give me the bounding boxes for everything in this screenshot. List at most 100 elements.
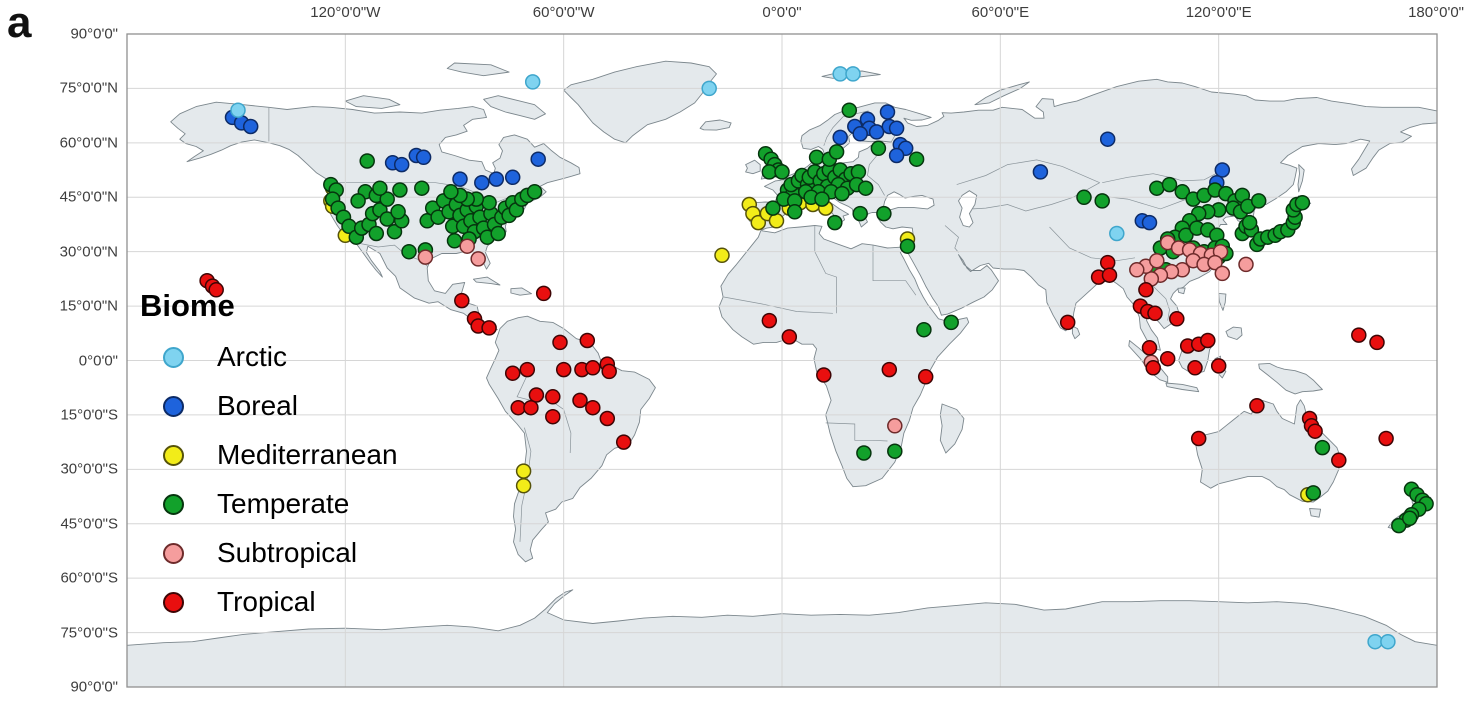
data-point-tropical	[1307, 423, 1323, 439]
data-point-temperate	[372, 180, 388, 196]
data-point-arctic	[1109, 225, 1125, 242]
data-point-mediterranean	[714, 247, 730, 264]
data-point-temperate	[814, 191, 830, 207]
data-point-temperate	[1094, 193, 1110, 209]
border-line	[972, 182, 1100, 212]
data-point-tropical	[761, 312, 778, 329]
legend-label: Boreal	[217, 390, 298, 421]
data-point-temperate	[774, 164, 790, 180]
data-point-temperate	[481, 194, 497, 211]
data-point-tropical	[1169, 311, 1185, 327]
data-point-temperate	[856, 445, 872, 461]
latitude-tick-label: 45°0'0"S	[60, 515, 118, 533]
border-line	[723, 296, 833, 314]
landmass	[510, 287, 533, 296]
landmass	[1177, 287, 1186, 295]
data-point-temperate	[876, 205, 892, 222]
data-point-temperate	[827, 214, 843, 231]
data-point-subtropical	[887, 418, 903, 434]
data-point-arctic	[1380, 633, 1396, 650]
data-point-temperate	[834, 185, 850, 202]
data-point-temperate	[1294, 194, 1311, 211]
data-point-temperate	[368, 225, 385, 242]
landmass	[699, 119, 732, 131]
data-point-mediterranean	[768, 213, 785, 229]
data-point-temperate	[386, 223, 403, 240]
data-point-subtropical	[1129, 262, 1145, 278]
landmass	[344, 95, 401, 109]
legend-item-tropical: Tropical	[140, 586, 398, 618]
data-point-temperate	[1149, 180, 1165, 196]
data-point-temperate	[1161, 176, 1178, 193]
data-point-tropical	[481, 320, 497, 336]
landmass	[1258, 362, 1323, 395]
latitude-tick-label: 90°0'0"	[70, 25, 118, 43]
legend-label: Tropical	[217, 586, 316, 617]
border-line	[944, 225, 959, 253]
inland-sea	[957, 190, 978, 228]
landmass	[745, 159, 761, 175]
data-point-tropical	[1249, 398, 1265, 414]
legend-swatch-tropical-icon	[163, 591, 184, 613]
longitude-tick-label: 120°0'0"W	[310, 4, 381, 21]
data-point-tropical	[881, 361, 898, 378]
landmass	[1218, 292, 1227, 311]
data-point-boreal	[452, 171, 468, 187]
data-point-tropical	[208, 282, 224, 298]
data-point-temperate	[1314, 439, 1331, 456]
latitude-tick-label: 15°0'0"N	[59, 297, 118, 315]
data-point-tropical	[917, 369, 934, 385]
data-point-temperate	[392, 182, 408, 198]
data-point-temperate	[870, 140, 887, 157]
data-point-arctic	[832, 66, 848, 82]
data-point-tropical	[545, 408, 561, 425]
latitude-tick-label: 75°0'0"N	[59, 79, 118, 97]
border-line	[1102, 172, 1219, 184]
data-point-tropical	[572, 392, 588, 409]
landmass	[446, 62, 510, 77]
data-point-tropical	[585, 360, 601, 376]
data-point-tropical	[1099, 254, 1116, 271]
data-point-tropical	[1351, 327, 1367, 343]
data-point-temperate	[850, 164, 867, 180]
data-point-subtropical	[417, 249, 434, 265]
data-point-subtropical	[470, 251, 486, 267]
data-point-tropical	[523, 399, 539, 416]
data-point-tropical	[1187, 360, 1203, 376]
landmass	[1297, 164, 1305, 193]
data-point-tropical	[1138, 282, 1154, 298]
data-point-mediterranean	[515, 463, 532, 479]
data-point-tropical	[552, 334, 568, 351]
data-point-arctic	[524, 74, 541, 90]
data-point-boreal	[242, 118, 259, 135]
landmass	[563, 60, 717, 144]
data-point-temperate	[526, 184, 543, 200]
data-point-tropical	[504, 365, 521, 381]
landmass	[939, 403, 965, 454]
data-point-subtropical	[1214, 265, 1231, 282]
data-point-tropical	[1331, 452, 1347, 469]
legend: Biome Arctic Boreal Mediterranean Temperate…	[140, 290, 398, 635]
latitude-tick-label: 0°0'0"	[78, 352, 118, 369]
data-point-boreal	[832, 129, 848, 146]
legend-item-subtropical: Subtropical	[140, 537, 398, 569]
data-point-temperate	[1174, 184, 1191, 200]
data-point-tropical	[601, 363, 617, 380]
data-point-arctic	[1367, 633, 1383, 650]
data-point-temperate	[350, 193, 366, 209]
data-point-subtropical	[1149, 252, 1165, 269]
data-point-tropical	[519, 361, 536, 378]
longitude-tick-label: 120°0'0"E	[1185, 4, 1252, 21]
data-point-tropical	[454, 292, 470, 309]
data-point-boreal	[888, 147, 905, 164]
data-point-temperate	[390, 204, 406, 220]
data-point-temperate	[490, 225, 506, 242]
data-point-temperate	[765, 200, 781, 216]
latitude-tick-label: 30°0'0"N	[59, 243, 118, 261]
data-point-subtropical	[459, 238, 475, 254]
data-point-temperate	[786, 204, 803, 220]
legend-label: Temperate	[217, 488, 350, 519]
data-point-tropical	[1210, 358, 1227, 374]
data-point-tropical	[1200, 332, 1216, 349]
